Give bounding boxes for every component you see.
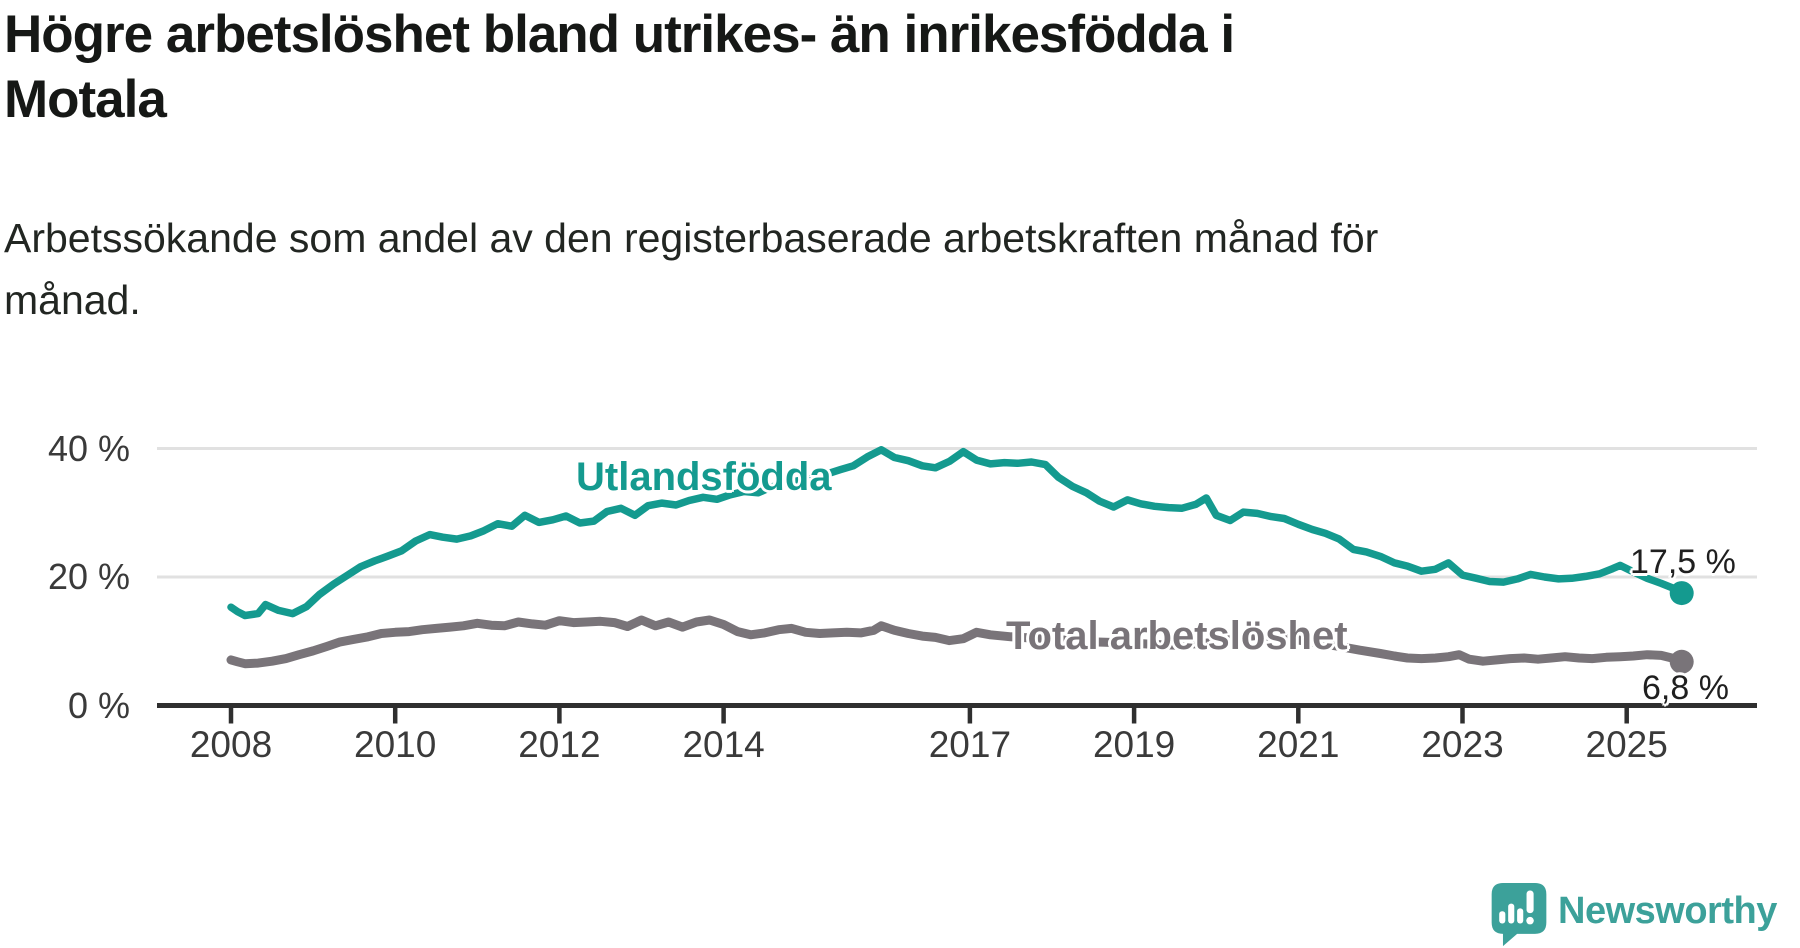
- page-title-line1: Högre arbetslöshet bland utrikes- än inr…: [4, 5, 1235, 64]
- newsworthy-logo-text: Newsworthy: [1558, 890, 1777, 932]
- page-subtitle-line2: månad.: [4, 276, 141, 323]
- series-label-utlandsfodda: Utlandsfödda: [576, 455, 832, 499]
- x-axis-label-2008: 2008: [189, 724, 273, 765]
- page-title-line2: Motala: [4, 70, 167, 130]
- x-axis-label-2023: 2023: [1421, 724, 1504, 765]
- x-axis-label-2010: 2010: [354, 724, 437, 765]
- series-label-total: Total arbetslöshet: [1006, 614, 1348, 658]
- end-value-label-utlandsfodda: 17,5 %: [1630, 543, 1736, 581]
- series-line-utlandsfodda: [227, 446, 1686, 620]
- page-subtitle: Arbetssökande som andel av den registerb…: [4, 208, 1504, 331]
- x-axis-label-2014: 2014: [682, 724, 765, 765]
- x-axis-label-2021: 2021: [1257, 724, 1340, 765]
- series-end-dot-utlandsfodda: [1669, 581, 1694, 606]
- end-value-label-total: 6,8 %: [1642, 669, 1729, 707]
- newsworthy-logo: Newsworthy: [1490, 880, 1796, 947]
- series-line-total: [226, 615, 1687, 669]
- page-subtitle-line1: Arbetssökande som andel av den registerb…: [4, 215, 1379, 261]
- y-axis-label-0: 0 %: [67, 684, 130, 726]
- newsworthy-logo-icon: [1491, 882, 1547, 947]
- x-axis-label-2019: 2019: [1092, 724, 1176, 765]
- y-axis-label-40: 40 %: [47, 427, 130, 469]
- page-title: Högre arbetslöshet bland utrikes- än inr…: [4, 2, 1604, 132]
- x-axis-label-2025: 2025: [1585, 724, 1668, 765]
- x-axis-label-2012: 2012: [518, 724, 601, 765]
- series-end-dot-total: [1669, 649, 1694, 674]
- y-axis-label-20: 20 %: [47, 556, 130, 597]
- x-axis-label-2017: 2017: [928, 724, 1012, 765]
